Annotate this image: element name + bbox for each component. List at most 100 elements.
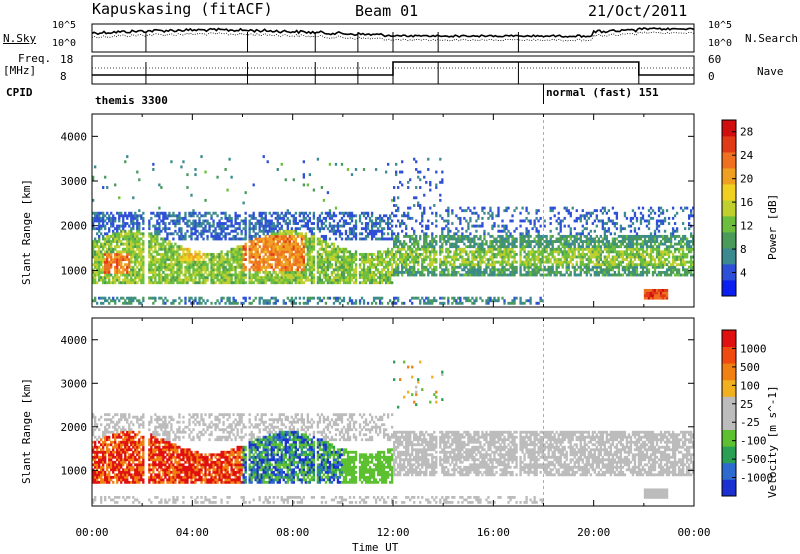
- power-cell: [324, 252, 328, 256]
- power-cell: [108, 281, 111, 285]
- power-cell: [591, 240, 594, 243]
- power-cell: [348, 263, 352, 267]
- power-cell: [118, 237, 121, 241]
- power-cell: [595, 234, 598, 238]
- power-cell: [128, 250, 131, 254]
- power-cell: [342, 278, 346, 282]
- power-cell: [188, 255, 191, 259]
- power-cell: [128, 281, 131, 285]
- power-cell: [150, 258, 153, 261]
- power-cell: [334, 265, 338, 269]
- power-cell: [178, 270, 181, 274]
- power-cell: [441, 229, 444, 233]
- power-cell: [397, 270, 400, 274]
- power-cell: [136, 260, 139, 264]
- power-cell: [479, 258, 482, 261]
- power-cell: [395, 270, 398, 274]
- power-cell: [332, 250, 336, 254]
- power-cell: [122, 219, 125, 223]
- power-cell: [388, 299, 392, 303]
- power-cell: [613, 245, 617, 249]
- power-cell: [346, 222, 350, 225]
- power-cell: [415, 252, 418, 256]
- power-cell: [252, 260, 255, 264]
- power-cell: [382, 232, 386, 236]
- power-cell: [380, 301, 384, 305]
- power-cell: [519, 263, 522, 267]
- power-cell: [172, 214, 175, 218]
- power-cell: [226, 296, 229, 300]
- power-cell: [152, 211, 155, 215]
- power-cell: [535, 268, 538, 272]
- power-cell: [419, 204, 422, 207]
- power-cell: [234, 278, 237, 282]
- power-cell: [370, 258, 374, 261]
- power-cell: [390, 270, 394, 274]
- power-cell: [579, 216, 582, 220]
- power-cell: [340, 268, 344, 272]
- power-cell: [142, 265, 145, 269]
- power-cell: [429, 265, 432, 269]
- power-cell: [503, 299, 506, 303]
- power-cell: [138, 237, 141, 241]
- power-cell: [613, 260, 617, 264]
- power-cell: [306, 268, 310, 272]
- power-cell: [160, 281, 163, 285]
- power-cell: [372, 276, 376, 279]
- power-cell: [575, 216, 578, 220]
- power-cell: [116, 263, 119, 267]
- power-cell: [190, 301, 193, 305]
- power-cell: [469, 260, 472, 264]
- power-cell: [393, 258, 396, 261]
- power-cell: [282, 240, 285, 243]
- power-cell: [318, 237, 322, 241]
- power-cell: [176, 268, 179, 272]
- power-cell: [374, 296, 378, 300]
- power-cell: [108, 265, 111, 269]
- power-cell: [272, 247, 275, 251]
- power-cell: [152, 273, 155, 277]
- power-cell: [286, 247, 289, 251]
- power-cell: [465, 265, 468, 269]
- power-cell: [465, 250, 468, 254]
- power-cell: [637, 242, 641, 246]
- power-cell: [507, 229, 510, 233]
- power-cell: [98, 240, 101, 243]
- power-cell: [116, 224, 119, 228]
- power-cell: [216, 222, 219, 225]
- power-cell: [358, 219, 362, 223]
- power-cell: [429, 242, 432, 246]
- power-cell: [393, 214, 396, 218]
- power-cell: [198, 296, 201, 300]
- power-cell: [479, 245, 482, 249]
- power-cell: [284, 268, 287, 272]
- power-cell: [130, 278, 133, 282]
- power-cell: [142, 219, 145, 223]
- power-cell: [252, 229, 255, 233]
- power-cell: [104, 242, 107, 246]
- power-cell: [162, 214, 165, 218]
- power-cell: [441, 245, 444, 249]
- power-cell: [342, 273, 346, 277]
- power-cell: [258, 301, 261, 305]
- power-cell: [537, 234, 540, 238]
- power-cell: [545, 268, 548, 272]
- power-cell: [487, 263, 490, 267]
- power-cell: [543, 255, 546, 259]
- power-cell: [593, 219, 596, 223]
- power-cell: [637, 273, 641, 277]
- power-cell: [595, 263, 598, 267]
- power-cell: [308, 240, 312, 243]
- power-cell: [547, 258, 550, 261]
- power-cell: [188, 296, 191, 300]
- power-cell: [324, 234, 328, 238]
- power-cell: [354, 273, 358, 277]
- power-cell: [589, 237, 592, 241]
- power-cell: [236, 237, 239, 241]
- power-cell: [427, 250, 430, 254]
- power-cell: [541, 252, 544, 256]
- power-cell: [479, 247, 482, 251]
- power-cell: [258, 278, 261, 282]
- power-cell: [328, 296, 332, 300]
- power-cell: [264, 260, 267, 264]
